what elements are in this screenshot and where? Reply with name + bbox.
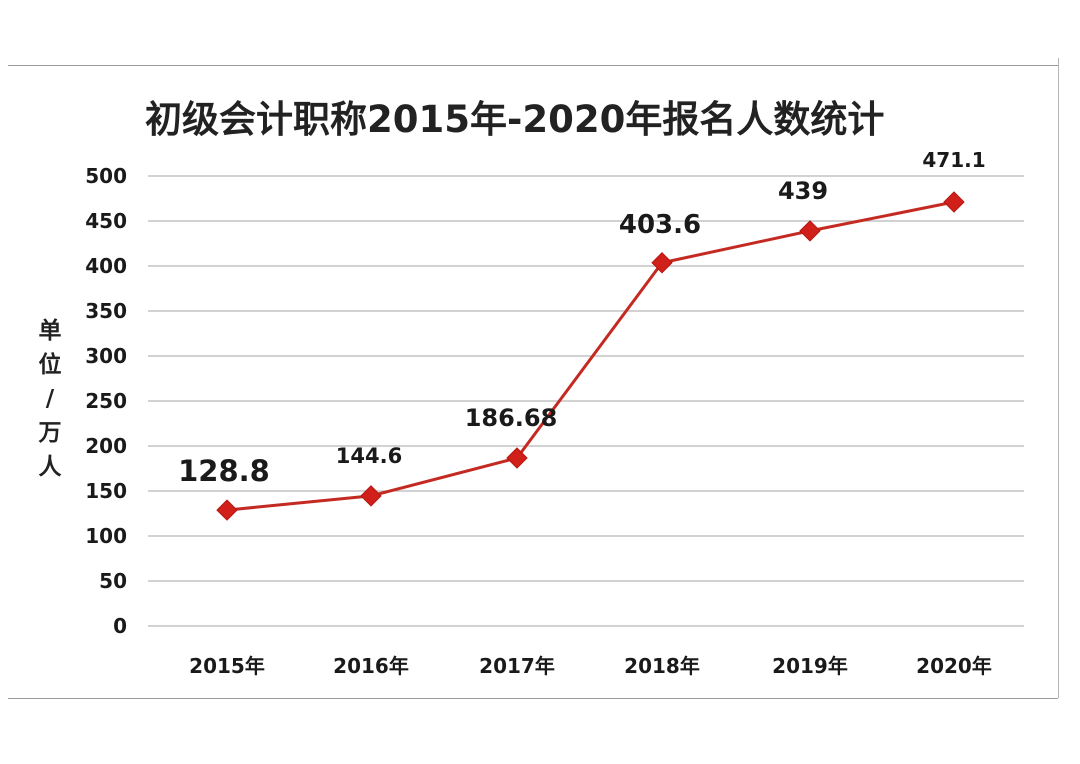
data-label: 186.68 xyxy=(465,404,558,432)
markers xyxy=(216,191,965,521)
data-point-marker xyxy=(506,447,528,469)
data-point-marker xyxy=(360,485,382,507)
x-tick-label: 2015年 xyxy=(189,654,265,678)
y-axis-label-char: 万 xyxy=(38,420,62,446)
data-label: 471.1 xyxy=(922,148,985,172)
y-tick-label: 50 xyxy=(99,569,127,593)
y-tick-labels: 0 50 100 150 200 250 300 350 400 450 500 xyxy=(85,164,127,638)
series-line-layer xyxy=(226,200,955,512)
y-axis-label-char: / xyxy=(45,386,55,412)
y-axis-label-char: 人 xyxy=(38,454,62,480)
data-label: 403.6 xyxy=(619,210,701,240)
x-tick-label: 2018年 xyxy=(624,654,700,678)
y-tick-label: 450 xyxy=(85,209,127,233)
x-tick-label: 2017年 xyxy=(479,654,555,678)
data-point-marker xyxy=(216,499,238,521)
data-labels: 128.8 144.6 186.68 403.6 439 471.1 xyxy=(178,148,986,488)
x-tick-label: 2016年 xyxy=(333,654,409,678)
chart-title: 初级会计职称2015年-2020年报名人数统计 xyxy=(145,98,885,141)
y-tick-label: 0 xyxy=(113,614,127,638)
data-point-marker xyxy=(799,220,821,242)
y-axis-label: 单位 / 万人 xyxy=(32,314,68,484)
frame-right-rule xyxy=(1058,58,1059,698)
y-tick-label: 150 xyxy=(85,479,127,503)
y-tick-label: 200 xyxy=(85,434,127,458)
data-label: 439 xyxy=(778,177,828,205)
y-tick-label: 100 xyxy=(85,524,127,548)
data-point-marker xyxy=(651,252,673,274)
gridlines xyxy=(148,175,1024,627)
y-tick-label: 250 xyxy=(85,389,127,413)
y-axis-label-char: 单 xyxy=(38,318,62,344)
x-tick-label: 2019年 xyxy=(772,654,848,678)
y-tick-label: 350 xyxy=(85,299,127,323)
y-tick-label: 400 xyxy=(85,254,127,278)
data-point-marker xyxy=(943,191,965,213)
x-tick-labels: 2015年 2016年 2017年 2018年 2019年 2020年 xyxy=(189,654,992,678)
x-tick-label: 2020年 xyxy=(916,654,992,678)
y-axis-label-char: 位 xyxy=(38,352,62,378)
data-label: 144.6 xyxy=(336,444,402,468)
frame-top-rule xyxy=(8,65,1058,66)
frame-bottom-rule xyxy=(8,698,1058,699)
data-label: 128.8 xyxy=(178,454,270,488)
series-line xyxy=(226,200,955,512)
y-tick-label: 300 xyxy=(85,344,127,368)
y-tick-label: 500 xyxy=(85,164,127,188)
